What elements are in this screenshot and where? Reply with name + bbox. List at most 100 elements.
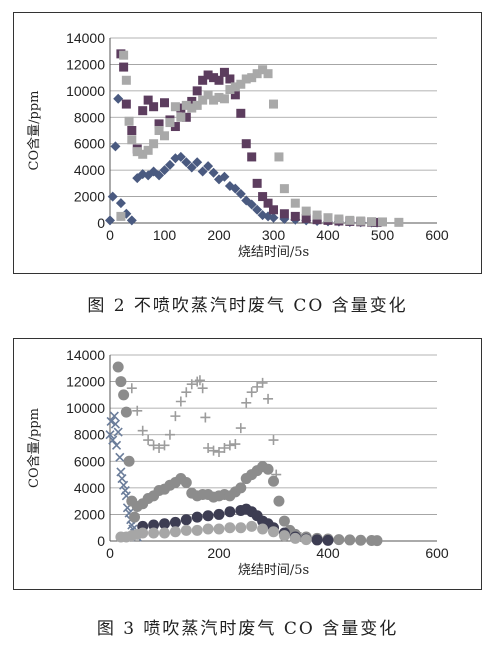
fig3-y-tick-label: 4000 (74, 480, 105, 496)
fig3-point (108, 435, 118, 445)
fig2-point (203, 70, 213, 80)
fig2-point (198, 75, 208, 85)
fig3-x-axis-label: 烧结时间/5s (238, 563, 309, 578)
fig2-point (269, 205, 278, 215)
fig3-x-tick-label: 400 (316, 545, 340, 561)
fig3-point (273, 495, 285, 507)
fig2-point (252, 69, 262, 79)
fig2-y-tick-label: 10000 (66, 83, 105, 99)
fig2-point (198, 95, 208, 105)
fig2-point (301, 213, 311, 223)
fig3-point (194, 375, 205, 386)
fig3-point (202, 523, 214, 535)
fig3-x-tick-label: 0 (106, 545, 114, 561)
fig2-point (301, 206, 311, 216)
fig2-point (149, 139, 159, 149)
fig2-point (192, 100, 202, 110)
fig2-y-tick-label: 4000 (74, 162, 105, 178)
fig2-point (143, 145, 153, 155)
fig2-x-tick-label: 0 (106, 227, 114, 243)
fig3-point (191, 524, 203, 536)
fig2-point (263, 69, 273, 79)
fig2-point (110, 141, 121, 152)
fig3-point (129, 511, 141, 523)
fig3-point (355, 534, 367, 546)
fig3-point (257, 523, 269, 535)
fig3-point (214, 446, 224, 457)
fig3-point (123, 455, 135, 467)
fig3-point (169, 516, 181, 528)
fig2-y-tick-label: 6000 (74, 136, 105, 152)
fig3-point (119, 480, 129, 490)
fig2-point (209, 95, 219, 105)
fig3-point (197, 383, 208, 394)
fig3-y-tick-label: 8000 (74, 427, 105, 443)
fig2-point (268, 212, 279, 223)
fig3-y-tick-label: 12000 (66, 374, 105, 390)
fig3-y-tick-label: 6000 (74, 453, 105, 469)
fig2-point (219, 94, 229, 104)
fig3-point (180, 514, 192, 526)
fig2-point (312, 215, 322, 225)
fig2-point (378, 217, 387, 227)
fig2-point (170, 122, 180, 132)
fig2-point (372, 217, 382, 227)
fig3-point (115, 452, 125, 462)
fig2-point (203, 90, 213, 100)
fig3-point (148, 440, 159, 451)
figure-3-caption: 图 3 喷吹蒸汽时废气 CO 含量变化 (96, 619, 399, 639)
fig2-point (187, 103, 197, 113)
fig3-point (262, 463, 274, 475)
fig2-point (279, 209, 289, 219)
fig3-point (180, 477, 192, 489)
fig2-point (197, 166, 208, 177)
fig2-point (230, 183, 241, 194)
fig2-point (165, 118, 175, 128)
fig2-point (119, 50, 129, 60)
fig3-point (148, 527, 160, 539)
figure-2-plot: 0 2000 4000 6000 8000 10000 12000 14000 0 100 200 3… (26, 30, 449, 260)
fig3-y-tick-label: 14000 (66, 347, 105, 363)
fig3-series-5 (115, 520, 312, 546)
fig3-point (289, 532, 301, 544)
fig3-point (113, 427, 123, 437)
fig2-point (312, 210, 322, 220)
fig2-point (121, 75, 131, 85)
fig3-point (191, 511, 203, 523)
fig2-point (236, 108, 246, 118)
fig2-point (279, 184, 289, 194)
fig2-point (181, 112, 191, 122)
fig2-point (176, 103, 186, 113)
fig3-point (132, 405, 143, 416)
fig2-point (252, 178, 262, 188)
fig3-point (344, 534, 356, 546)
fig3-point (213, 508, 225, 520)
fig3-point (169, 526, 181, 538)
fig3-point (200, 412, 211, 423)
fig2-y-tick-label: 14000 (66, 30, 105, 46)
fig2-point (124, 116, 134, 126)
fig2-point (192, 86, 202, 96)
fig3-point (219, 443, 230, 453)
fig2-point (247, 152, 257, 162)
fig3-point (203, 443, 214, 453)
fig3-point (213, 523, 225, 535)
fig3-point (322, 534, 334, 546)
fig3-point (278, 515, 290, 527)
fig3-point (246, 520, 258, 532)
fig3-point (235, 423, 246, 434)
fig2-point (127, 135, 137, 145)
fig2-point (241, 139, 251, 149)
fig2-point (160, 98, 169, 108)
fig2-point (143, 95, 153, 105)
fig2-x-tick-label: 200 (207, 227, 231, 243)
fig2-point (126, 215, 137, 226)
fig2-point (132, 147, 142, 157)
fig2-point (175, 151, 186, 162)
fig2-point (290, 198, 300, 208)
fig2-point (209, 73, 219, 83)
fig3-point (224, 440, 235, 451)
fig2-point (241, 74, 251, 84)
fig3-point (252, 381, 263, 392)
fig2-point (208, 167, 219, 178)
